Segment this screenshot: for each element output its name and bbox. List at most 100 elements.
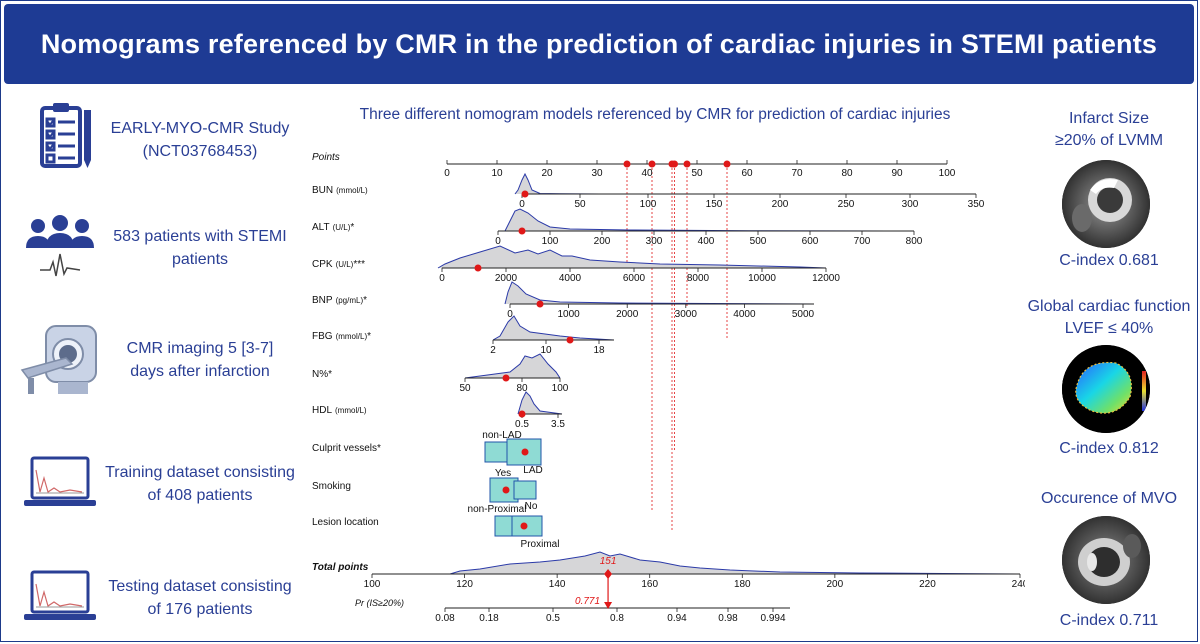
nomogram-title: Three different nomogram models referenc…: [359, 106, 951, 123]
alt-axis-tick-label: 200: [594, 236, 611, 247]
n-percent-density-fill: [465, 354, 560, 378]
laptop-chart-icon: [24, 456, 96, 506]
n-percent-marker: [502, 374, 510, 382]
n-percent-density-curve: [464, 353, 561, 379]
probability-axis-tick-label: 0.18: [479, 613, 499, 624]
variable-name: HDL: [312, 405, 332, 416]
guide-lines: [626, 164, 728, 532]
study-info: EARLY-MYO-CMR Study (NCT03768453): [10, 100, 300, 180]
total-points-axis-tick-label: 240: [1012, 579, 1025, 590]
variable-name: CPK: [312, 259, 333, 270]
lesion-category-label: non-Proximal: [468, 504, 527, 515]
variable-name: ALT: [312, 222, 330, 233]
bnp-axis-tick-label: 4000: [733, 309, 756, 320]
points-tick-label: 60: [741, 168, 753, 179]
imaging-line-2: days after infarction: [130, 363, 270, 380]
culprit-category-label: non-LAD: [482, 430, 521, 441]
hdl-density-fill: [518, 392, 562, 414]
probability-value: 0.771: [575, 596, 600, 607]
cpk-axis-tick-label: 12000: [812, 273, 840, 284]
cpk-axis-tick-label: 0: [439, 273, 445, 284]
testing-line-1: Testing dataset consisting: [108, 578, 292, 595]
bnp-density-fill: [505, 282, 814, 304]
variable-unit: (U/L): [333, 223, 351, 232]
points-tick-label: 20: [541, 168, 553, 179]
points-marker: [683, 160, 691, 168]
variable-significance: *: [367, 331, 371, 342]
lvef-line-2: LVEF ≤ 40%: [1064, 320, 1154, 337]
total-points-density-curve: [449, 551, 1021, 575]
variable-significance: *: [350, 222, 354, 233]
bun-density-fill: [515, 174, 600, 194]
hdl-axis-tick-label: 3.5: [551, 419, 565, 430]
mvo-title: Occurence of MVO: [1020, 488, 1198, 510]
points-tick-label: 50: [691, 168, 703, 179]
bnp-marker: [536, 300, 544, 308]
points-tick-label: 100: [939, 168, 956, 179]
training-text: Training dataset consisting of 408 patie…: [100, 444, 300, 524]
variable-label: Lesion location: [312, 517, 379, 528]
clipboard-checklist-icon: [40, 103, 91, 168]
fbg-axis-tick-label: 2: [490, 345, 496, 356]
infarct-size-line-1: Infarct Size: [1068, 110, 1150, 127]
patients-group-icon: [26, 215, 94, 277]
cpk-marker: [474, 264, 482, 272]
smoking-marker: [502, 486, 510, 494]
variable-name: FBG: [312, 331, 333, 342]
cpk-density-curve: [437, 245, 827, 269]
smoking-no-box: [513, 480, 537, 500]
points-label: Points: [312, 152, 340, 163]
testing-info: Testing dataset consisting of 176 patien…: [10, 558, 300, 638]
probability-axis-tick-label: 0.8: [610, 613, 624, 624]
culprit-marker: [521, 448, 529, 456]
alt-marker: [518, 227, 526, 235]
points-marker: [648, 160, 656, 168]
bnp-axis-tick-label: 1000: [557, 309, 580, 320]
bun-axis-tick-label: 300: [902, 199, 919, 210]
bun-axis-tick-label: 200: [772, 199, 789, 210]
training-line-1: Training dataset consisting: [105, 464, 295, 481]
total-points-density-fill: [450, 552, 1020, 574]
total-points-label: Total points: [312, 562, 369, 573]
cpk-axis-tick-label: 2000: [495, 273, 518, 284]
hdl-marker: [518, 410, 526, 418]
variable-unit: (mmol/L): [336, 332, 368, 341]
lesion-marker: [520, 522, 528, 530]
variable-label: FBG (mmol/L)*: [312, 331, 371, 342]
alt-axis-tick-label: 500: [750, 236, 767, 247]
culprit-category-label: LAD: [523, 465, 542, 476]
total-points-axis-tick-label: 140: [549, 579, 566, 590]
alt-density-curve: [504, 208, 915, 232]
cmr-mvo-image: [1062, 516, 1150, 604]
fbg-marker: [566, 336, 574, 344]
variable-name: N%: [312, 369, 328, 380]
study-name: EARLY-MYO-CMR Study: [110, 120, 290, 137]
lvef-title: Global cardiac function LVEF ≤ 40%: [1020, 296, 1198, 340]
mri-scanner-icon: [20, 325, 97, 394]
n-percent-axis-tick-label: 50: [459, 383, 471, 394]
lvef-line-1: Global cardiac function: [1027, 298, 1191, 315]
cpk-density-fill: [438, 246, 826, 268]
fbg-axis-tick-label: 10: [540, 345, 552, 356]
nomogram-chart: 0 10 20 30 40 50 60 70 80 90 1000 50 100 150 200 250 300…: [312, 152, 1025, 624]
smoking-category-label: No: [525, 501, 538, 512]
alt-axis-tick-label: 700: [854, 236, 871, 247]
fbg-density-fill: [493, 316, 614, 340]
total-points-axis-tick-label: 120: [456, 579, 473, 590]
smoking-category-label: Yes: [495, 468, 511, 479]
total-points-value: 151: [600, 556, 617, 567]
total-points-axis-tick-label: 220: [919, 579, 936, 590]
variable-label: CPK (U/L)***: [312, 259, 365, 270]
page-title: Nomograms referenced by CMR in the predi…: [40, 28, 1158, 59]
variable-unit: (mmol/L): [336, 186, 368, 195]
imaging-info: CMR imaging 5 [3-7] days after infarctio…: [10, 320, 300, 400]
lv-3d-strain-map-image: [1062, 345, 1150, 433]
probability-axis-tick-label: 0.08: [435, 613, 455, 624]
testing-line-2: of 176 patients: [147, 601, 253, 618]
mvo-line-1: Occurence of MVO: [1040, 490, 1178, 507]
lesion-category-label: Proximal: [521, 539, 560, 550]
hdl-density-curve: [517, 391, 563, 415]
variable-name: BNP: [312, 295, 333, 306]
variable-unit: (pg/mL): [336, 296, 364, 305]
probability-axis-tick-label: 0.994: [760, 613, 785, 624]
